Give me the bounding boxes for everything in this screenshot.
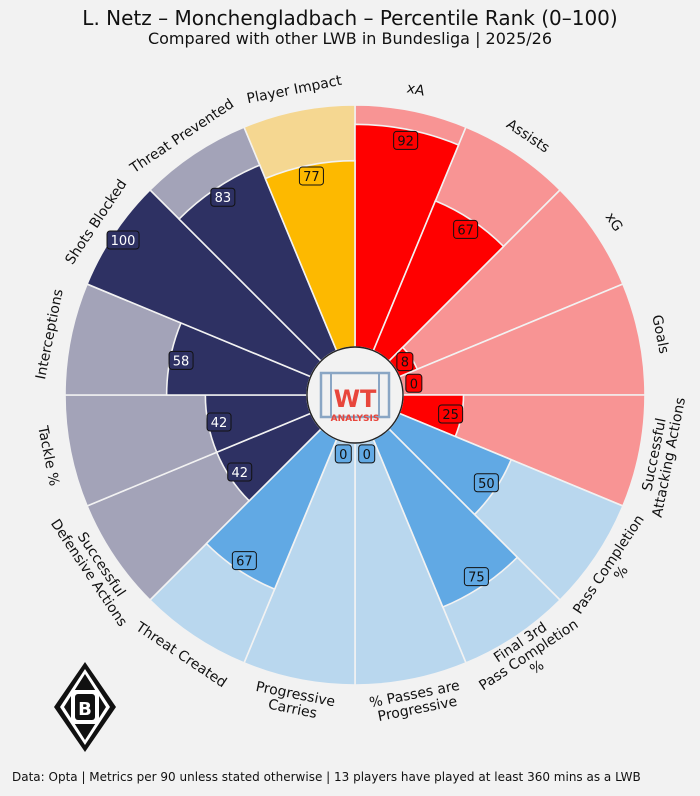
value-label-box xyxy=(231,551,257,571)
value-label-box xyxy=(393,130,419,150)
value-label-goals: 0 xyxy=(405,373,423,393)
category-label-xg: xG xyxy=(602,210,626,235)
value-label-box xyxy=(396,352,414,372)
category-label-progressive-carries: ProgressiveCarries xyxy=(251,679,336,725)
value-label-text: 8 xyxy=(401,356,409,371)
value-label-text: 25 xyxy=(442,408,459,423)
value-label-final-3rd-pass-completion: 75 xyxy=(463,567,489,587)
category-label-tackle: Tackle % xyxy=(34,424,62,488)
value-label-threat-prevented: 83 xyxy=(210,187,236,207)
value-label-text: 100 xyxy=(111,234,136,249)
value-label-text: 58 xyxy=(173,354,190,369)
value-label-text: 92 xyxy=(397,134,414,149)
value-label-box xyxy=(168,350,194,370)
value-label-text: 0 xyxy=(410,377,418,392)
value-label-box xyxy=(106,230,140,250)
value-label-text: 0 xyxy=(363,448,371,463)
value-label-box xyxy=(210,187,236,207)
category-label-goals: Goals xyxy=(648,314,671,356)
value-label-text: 67 xyxy=(457,223,474,238)
value-label-box xyxy=(334,444,352,464)
value-label-box xyxy=(463,567,489,587)
value-label-xg: 8 xyxy=(396,352,414,372)
value-label-successful-defensive-actions: 42 xyxy=(227,462,253,482)
value-label-tackle: 42 xyxy=(206,412,232,432)
value-label-box xyxy=(227,462,253,482)
value-label-box xyxy=(298,166,324,186)
value-label-successful-attacking-actions: 25 xyxy=(438,404,464,424)
value-label-text: 50 xyxy=(478,477,495,492)
value-label-player-impact: 77 xyxy=(298,166,324,186)
value-label-box xyxy=(206,412,232,432)
value-label-xa: 92 xyxy=(393,130,419,150)
value-label-interceptions: 58 xyxy=(168,350,194,370)
value-label-box xyxy=(438,404,464,424)
value-label-box xyxy=(473,473,499,493)
value-label-threat-created: 67 xyxy=(231,551,257,571)
value-label-text: 42 xyxy=(231,466,248,481)
category-label-xa: xA xyxy=(405,80,426,99)
category-label-player-impact: Player Impact xyxy=(245,73,343,108)
value-label-assists: 67 xyxy=(453,219,479,239)
value-label-shots-blocked: 100 xyxy=(106,230,140,250)
center-logo-caption: ANALYSIS xyxy=(331,414,380,424)
value-label-text: 42 xyxy=(211,416,228,431)
value-label-pass-completion: 50 xyxy=(473,473,499,493)
data-source-footnote: Data: Opta | Metrics per 90 unless state… xyxy=(12,770,641,784)
value-label-progressive-carries: 0 xyxy=(334,444,352,464)
chart-subtitle: Compared with other LWB in Bundesliga | … xyxy=(147,29,553,48)
value-label-box xyxy=(405,373,423,393)
value-label-text: 77 xyxy=(303,170,320,185)
center-logo: WT ANALYSIS xyxy=(306,346,404,444)
value-label-box xyxy=(453,219,479,239)
value-label-text: 67 xyxy=(236,555,253,570)
club-crest-icon: B xyxy=(54,662,116,752)
value-label-text: 75 xyxy=(468,571,485,586)
value-label-box xyxy=(358,444,376,464)
value-label-text: 83 xyxy=(215,191,232,206)
chart-title: L. Netz – Monchengladbach – Percentile R… xyxy=(82,6,618,30)
club-crest-letter: B xyxy=(78,699,92,720)
center-logo-mark: WT xyxy=(334,385,377,413)
value-label-passes-are-progressive: 0 xyxy=(358,444,376,464)
value-label-text: 0 xyxy=(339,448,347,463)
category-label-passes-are-progressive: % Passes areProgressive xyxy=(368,678,464,726)
category-label-interceptions: Interceptions xyxy=(33,288,67,381)
